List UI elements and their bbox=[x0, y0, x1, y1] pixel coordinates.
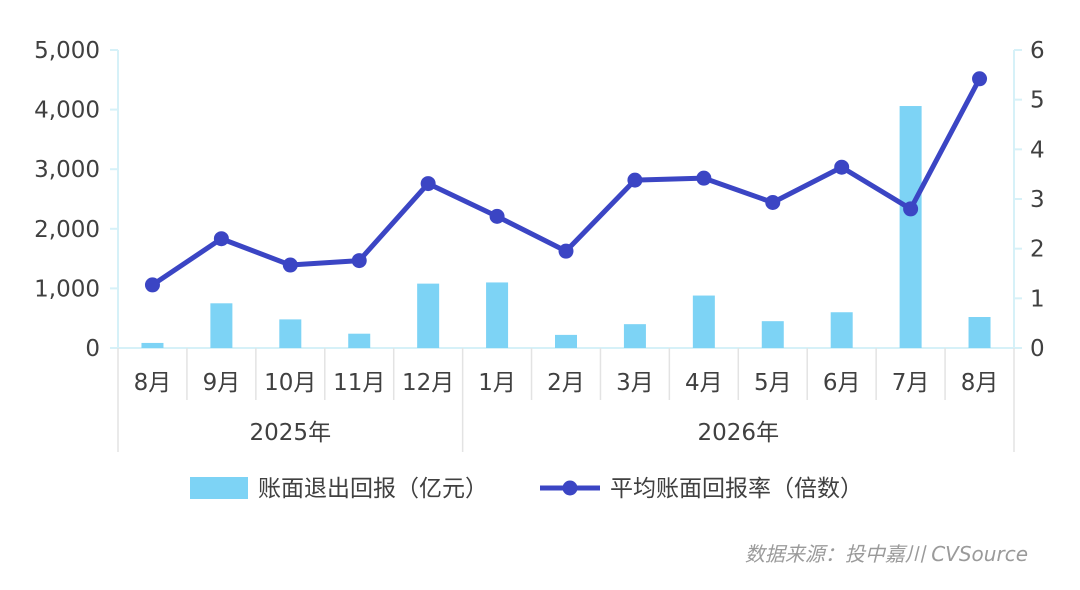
x-tick-label: 11月 bbox=[333, 370, 385, 396]
bar bbox=[692, 295, 715, 348]
bar bbox=[279, 319, 302, 348]
y-left-tick-label: 1,000 bbox=[34, 276, 100, 302]
bar bbox=[830, 312, 853, 348]
line-point bbox=[903, 201, 919, 217]
legend-bar-swatch bbox=[190, 477, 248, 499]
x-group-label: 2026年 bbox=[698, 420, 780, 446]
x-tick-label: 9月 bbox=[203, 370, 241, 396]
bar bbox=[968, 317, 991, 348]
x-tick-label: 2月 bbox=[547, 370, 585, 396]
y-right-tick-label: 1 bbox=[1030, 286, 1045, 312]
y-left-tick-label: 5,000 bbox=[34, 38, 100, 64]
y-left-tick-label: 3,000 bbox=[34, 157, 100, 183]
x-tick-label: 6月 bbox=[823, 370, 861, 396]
x-tick-label: 5月 bbox=[754, 370, 792, 396]
y-left-tick-label: 4,000 bbox=[34, 98, 100, 124]
x-tick-label: 10月 bbox=[264, 370, 316, 396]
line-point bbox=[420, 176, 436, 192]
bar bbox=[555, 334, 577, 348]
line-point bbox=[213, 231, 229, 247]
y-right-tick-label: 4 bbox=[1030, 137, 1045, 163]
y-right-tick-label: 0 bbox=[1030, 336, 1045, 362]
y-right-tick-label: 6 bbox=[1030, 38, 1045, 64]
y-right-tick-label: 5 bbox=[1030, 88, 1045, 114]
line-point bbox=[282, 257, 298, 273]
x-tick-label: 7月 bbox=[892, 370, 930, 396]
line-point bbox=[351, 253, 367, 269]
y-right-tick-label: 3 bbox=[1030, 187, 1045, 213]
line-point bbox=[144, 277, 160, 293]
bar bbox=[899, 106, 922, 348]
y-right-tick-label: 2 bbox=[1030, 237, 1045, 263]
legend-bar-label: 账面退出回报（亿元） bbox=[258, 476, 488, 502]
bar bbox=[210, 303, 233, 348]
source-note: 数据来源：投中嘉川 CVSource bbox=[744, 542, 1028, 566]
bar bbox=[348, 333, 371, 348]
line-point bbox=[765, 194, 781, 210]
x-tick-label: 8月 bbox=[134, 370, 172, 396]
line-point bbox=[627, 172, 643, 188]
x-tick-label: 3月 bbox=[616, 370, 654, 396]
x-tick-label: 12月 bbox=[402, 370, 454, 396]
legend-line-label: 平均账面回报率（倍数） bbox=[610, 476, 863, 502]
legend-line-marker bbox=[562, 480, 578, 496]
x-group-label: 2025年 bbox=[250, 420, 332, 446]
line-point bbox=[696, 170, 712, 186]
y-left-tick-label: 0 bbox=[85, 336, 100, 362]
line-point bbox=[489, 208, 505, 224]
x-tick-label: 8月 bbox=[961, 370, 999, 396]
bar bbox=[417, 283, 440, 348]
bar bbox=[141, 342, 164, 348]
bar bbox=[761, 321, 784, 348]
line-point bbox=[834, 159, 850, 175]
line-point bbox=[558, 243, 574, 259]
x-tick-label: 4月 bbox=[685, 370, 723, 396]
line-point bbox=[972, 71, 988, 87]
x-tick-label: 1月 bbox=[478, 370, 516, 396]
y-left-tick-label: 2,000 bbox=[34, 217, 100, 243]
bar bbox=[623, 324, 646, 348]
bar bbox=[486, 282, 509, 348]
